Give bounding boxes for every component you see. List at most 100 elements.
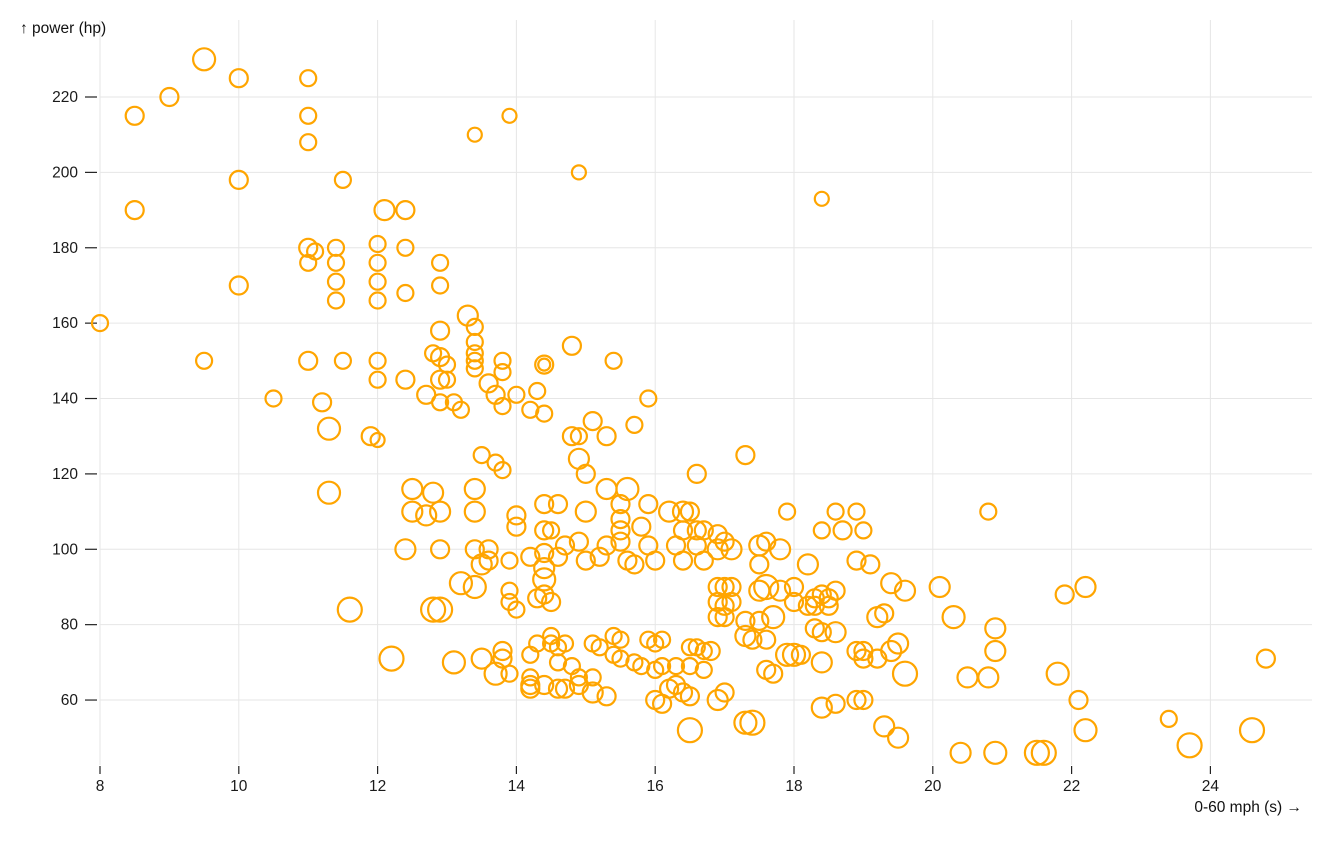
- data-point: [796, 553, 820, 576]
- data-point: [596, 426, 617, 447]
- data-point: [431, 393, 450, 412]
- data-point: [465, 332, 484, 352]
- data-point: [676, 717, 704, 744]
- data-point: [569, 668, 589, 687]
- data-point: [880, 639, 903, 663]
- data-point: [462, 574, 487, 600]
- data-point: [826, 502, 845, 521]
- data-point: [532, 567, 557, 592]
- data-point: [506, 516, 527, 537]
- data-point: [886, 632, 910, 655]
- x-tick-label: 18: [785, 778, 802, 795]
- data-point: [415, 504, 438, 527]
- data-point: [739, 709, 766, 736]
- data-point: [401, 500, 424, 523]
- data-point: [478, 373, 499, 394]
- data-point: [977, 666, 1000, 689]
- data-point: [575, 550, 596, 571]
- data-point: [470, 647, 493, 670]
- data-point: [582, 411, 603, 432]
- x-tick-label: 20: [924, 778, 942, 795]
- data-point: [534, 354, 555, 375]
- data-point: [422, 481, 445, 504]
- data-point: [520, 678, 541, 699]
- data-point: [396, 283, 415, 303]
- data-point: [492, 648, 513, 669]
- data-point: [810, 651, 833, 674]
- data-point: [465, 359, 484, 378]
- data-point: [748, 534, 771, 557]
- y-tick-label: 100: [52, 541, 78, 558]
- data-point: [624, 554, 645, 575]
- data-point: [693, 550, 714, 571]
- data-point: [574, 500, 597, 523]
- data-point: [610, 531, 631, 552]
- data-point: [589, 546, 610, 567]
- data-point: [575, 463, 596, 484]
- data-point: [721, 576, 742, 598]
- data-point: [228, 169, 249, 190]
- data-point: [395, 200, 416, 221]
- data-point: [874, 603, 895, 624]
- data-point: [451, 400, 470, 419]
- data-point: [707, 576, 728, 598]
- data-point: [610, 508, 631, 530]
- data-point: [611, 630, 630, 649]
- data-point: [520, 546, 541, 567]
- data-point: [195, 351, 214, 370]
- data-point: [561, 426, 583, 447]
- data-point: [847, 502, 866, 521]
- data-point: [679, 501, 701, 522]
- data-point: [478, 550, 499, 571]
- data-point: [437, 370, 457, 389]
- data-point: [316, 416, 342, 441]
- data-point: [590, 638, 609, 657]
- data-point: [472, 446, 491, 465]
- data-point: [983, 740, 1008, 765]
- data-point: [570, 164, 588, 181]
- y-axis-title: ↑ power (hp): [20, 20, 106, 37]
- data-point: [749, 610, 770, 632]
- data-point: [373, 199, 396, 222]
- data-point: [774, 642, 800, 667]
- data-point: [1176, 732, 1203, 759]
- data-point: [686, 463, 707, 484]
- data-point: [333, 351, 352, 370]
- y-tick-label: 120: [52, 466, 78, 483]
- data-point: [846, 689, 867, 711]
- data-point: [1074, 575, 1097, 599]
- data-point: [463, 500, 486, 523]
- data-point: [326, 272, 346, 291]
- data-point: [228, 68, 249, 89]
- data-point: [783, 591, 805, 613]
- data-point: [824, 621, 847, 644]
- data-point: [396, 238, 415, 257]
- data-point: [299, 69, 318, 88]
- data-point: [312, 392, 333, 413]
- data-point: [679, 686, 701, 707]
- data-point: [768, 579, 792, 602]
- data-point: [493, 363, 512, 382]
- data-point: [866, 605, 889, 629]
- data-point: [615, 476, 640, 502]
- data-point: [860, 554, 881, 575]
- data-point: [336, 596, 363, 623]
- x-tick-label: 10: [230, 778, 248, 795]
- data-point: [534, 520, 555, 541]
- x-tick-label: 14: [508, 778, 526, 795]
- data-point: [554, 535, 576, 556]
- data-point: [500, 581, 519, 600]
- data-point: [949, 741, 972, 764]
- data-point: [652, 630, 672, 649]
- data-point: [753, 573, 780, 601]
- data-point: [420, 596, 447, 623]
- data-point: [466, 126, 483, 143]
- data-point: [561, 335, 583, 356]
- data-point: [956, 666, 979, 689]
- data-point: [756, 629, 777, 650]
- data-point: [368, 370, 387, 389]
- data-point: [832, 520, 853, 541]
- data-point: [507, 385, 526, 404]
- data-point: [749, 554, 770, 575]
- data-point: [813, 190, 830, 207]
